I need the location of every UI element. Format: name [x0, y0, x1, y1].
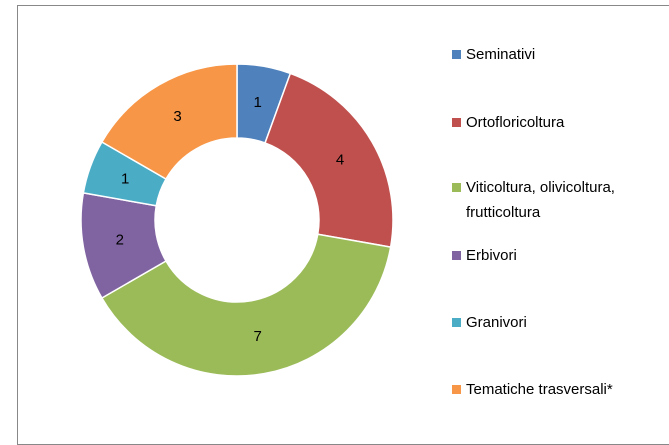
legend-swatch — [452, 251, 461, 260]
legend-label: Ortofloricoltura — [466, 114, 565, 131]
legend-swatch — [452, 118, 461, 127]
legend-swatch — [452, 183, 461, 192]
legend-label: Erbivori — [466, 247, 517, 264]
page: {"chart_data": {"type": "donut", "catego… — [17, 5, 669, 445]
data-label: 2 — [116, 232, 124, 249]
donut-segment — [100, 233, 392, 377]
donut-segment — [100, 63, 238, 181]
data-label: 1 — [121, 170, 129, 187]
data-label: 1 — [253, 94, 261, 111]
legend-item: Granivori — [452, 310, 667, 335]
legend-swatch — [452, 385, 461, 394]
legend-item: Erbivori — [452, 243, 667, 268]
legend-item: Tematiche trasversali* — [452, 377, 667, 402]
legend-label: Granivori — [466, 314, 527, 331]
legend-swatch — [452, 318, 461, 327]
legend-label: Viticoltura, olivicoltura, frutticoltura — [466, 179, 615, 221]
legend-label: Seminativi — [466, 46, 536, 63]
data-label: 4 — [336, 151, 344, 168]
chart: 1 4 7 2 1 3 — [80, 63, 394, 377]
legend-swatch — [452, 50, 461, 59]
legend-item: Ortofloricoltura — [452, 110, 667, 135]
legend-label: Tematiche trasversali* — [466, 381, 613, 398]
donut-segment — [264, 72, 394, 248]
legend-item: Seminativi — [452, 42, 667, 67]
data-label: 3 — [173, 108, 181, 125]
data-label: 7 — [253, 328, 261, 345]
legend-item: Viticoltura, olivicoltura, frutticoltura — [452, 175, 667, 225]
